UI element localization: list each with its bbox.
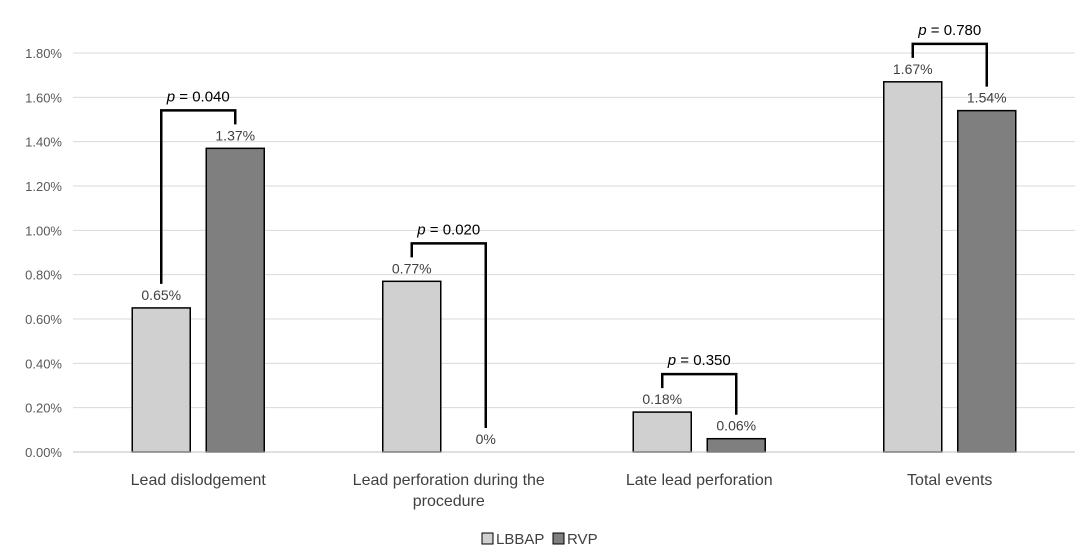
significance-bracket <box>410 242 487 428</box>
bar-lbbap-2 <box>632 411 692 453</box>
y-tick-label: 0.40% <box>25 356 62 371</box>
data-label: 0.18% <box>642 391 682 407</box>
bar-lbbap-3 <box>883 81 943 453</box>
data-label: 0.77% <box>392 260 432 276</box>
legend: LBBAP RVP <box>481 531 598 548</box>
category-label: procedure <box>413 493 485 510</box>
p-value-label: p = 0.350 <box>667 352 731 369</box>
bar-lbbap-1 <box>382 280 442 453</box>
legend-label-rvp: RVP <box>567 531 598 548</box>
y-tick-label: 1.20% <box>25 179 62 194</box>
category-labels: Lead dislodgement Lead perforation during… <box>131 472 993 510</box>
p-value: = 0.040 <box>175 88 230 105</box>
category-label: Total events <box>907 472 992 489</box>
p-value: = 0.780 <box>927 22 982 39</box>
y-tick-label: 1.80% <box>25 46 62 61</box>
bars <box>131 81 1017 453</box>
legend-swatch-lbbap <box>481 532 494 545</box>
significance-bracket <box>911 42 988 87</box>
y-tick-label: 0.60% <box>25 312 62 327</box>
y-tick-label: 1.40% <box>25 135 62 150</box>
bar-lbbap-0 <box>131 307 191 453</box>
data-label: 0.65% <box>141 287 181 303</box>
category-label: Lead perforation during the <box>353 472 545 489</box>
p-value-label: p = 0.040 <box>166 88 230 105</box>
p-symbol: p <box>917 22 926 39</box>
y-axis-ticks: 0.00% 0.20% 0.40% 0.60% 0.80% 1.00% 1.20% 1.40%… <box>25 46 62 460</box>
category-label: Lead dislodgement <box>131 472 267 489</box>
p-value: = 0.350 <box>676 352 731 369</box>
y-tick-label: 0.00% <box>25 445 62 460</box>
significance-bracket <box>661 372 738 415</box>
bar-rvp-0 <box>205 147 265 453</box>
data-label: 0% <box>476 431 496 447</box>
p-value-label: p = 0.020 <box>416 221 480 238</box>
bar-rvp-3 <box>957 109 1017 453</box>
bar-rvp-2 <box>706 437 766 453</box>
legend-label-lbbap: LBBAP <box>496 531 544 548</box>
p-symbol: p <box>667 352 676 369</box>
y-tick-label: 0.20% <box>25 401 62 416</box>
data-label: 1.37% <box>215 127 255 143</box>
data-labels: 0.65% 1.37% 0.77% 0% 0.18% 0.06% 1.67% 1.54% <box>141 61 1006 447</box>
data-label: 1.54% <box>967 90 1007 106</box>
significance-bracket <box>160 109 237 284</box>
y-tick-label: 1.60% <box>25 90 62 105</box>
y-tick-label: 1.00% <box>25 223 62 238</box>
p-symbol: p <box>166 88 175 105</box>
p-symbol: p <box>416 221 425 238</box>
category-label: Late lead perforation <box>626 472 773 489</box>
p-value-label: p = 0.780 <box>917 22 981 39</box>
data-label: 1.67% <box>893 61 933 77</box>
legend-swatch-rvp <box>552 532 565 545</box>
data-label: 0.06% <box>716 418 756 434</box>
p-value: = 0.020 <box>426 221 481 238</box>
y-tick-label: 0.80% <box>25 268 62 283</box>
